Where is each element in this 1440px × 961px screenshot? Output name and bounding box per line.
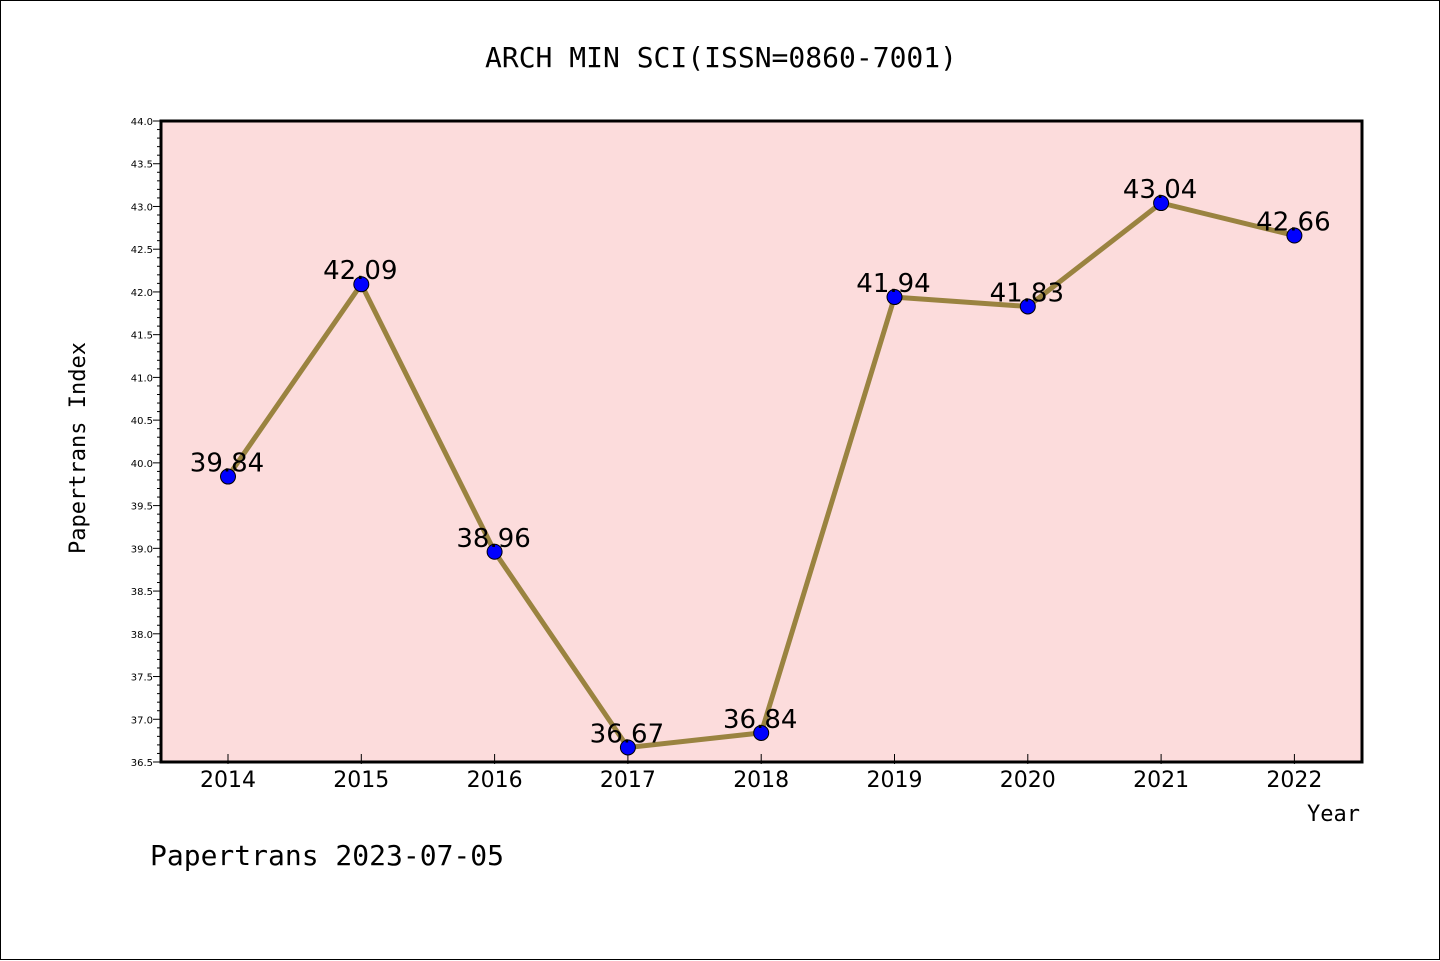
y-tick-label: 41.5 bbox=[131, 331, 153, 342]
y-tick-label: 42.5 bbox=[131, 245, 153, 256]
y-tick-label: 39.0 bbox=[131, 544, 153, 555]
chart-title: ARCH MIN SCI(ISSN=0860-7001) bbox=[485, 41, 957, 74]
y-tick-label: 37.0 bbox=[131, 715, 153, 726]
y-tick-label: 42.0 bbox=[131, 288, 153, 299]
x-tick-label: 2017 bbox=[600, 768, 656, 793]
data-label: 42.09 bbox=[323, 256, 397, 286]
data-label: 36.84 bbox=[723, 705, 797, 735]
data-point bbox=[353, 276, 370, 293]
x-tick-label: 2018 bbox=[733, 768, 789, 793]
data-label: 38.96 bbox=[456, 524, 530, 554]
x-axis-label: Year bbox=[1307, 802, 1360, 827]
x-tick-label: 2021 bbox=[1133, 768, 1189, 793]
y-tick-label: 38.5 bbox=[131, 587, 153, 598]
x-tick-label: 2015 bbox=[333, 768, 389, 793]
y-axis: 36.5 37.0 37.5 38.0 38.5 39.0 39.5 40.0 40.5 41.0… bbox=[131, 117, 161, 769]
y-tick-label: 40.0 bbox=[131, 459, 153, 470]
data-point bbox=[1153, 195, 1170, 212]
x-tick-label: 2019 bbox=[867, 768, 923, 793]
data-labels: 39.84 42.09 38.96 36.67 36.84 41.94 41.83 43.04… bbox=[190, 175, 1331, 749]
data-point bbox=[486, 543, 503, 560]
data-label: 39.84 bbox=[190, 449, 264, 479]
y-tick-label: 40.5 bbox=[131, 416, 153, 427]
x-tick-label: 2022 bbox=[1266, 768, 1322, 793]
y-tick-label: 36.5 bbox=[131, 758, 153, 769]
data-point bbox=[619, 739, 636, 756]
y-tick-label: 38.0 bbox=[131, 630, 153, 641]
x-axis: 2014 2015 2016 2017 2018 2019 2020 2021 2022 bbox=[200, 754, 1322, 793]
x-tick-label: 2014 bbox=[200, 768, 256, 793]
data-point bbox=[886, 289, 903, 306]
data-label: 42.66 bbox=[1256, 208, 1330, 238]
data-point bbox=[220, 468, 236, 485]
data-label: 41.94 bbox=[856, 269, 930, 299]
x-tick-label: 2016 bbox=[467, 768, 523, 793]
data-point bbox=[1019, 298, 1036, 315]
x-tick-label: 2020 bbox=[1000, 768, 1056, 793]
y-tick-label: 37.5 bbox=[131, 673, 153, 684]
series-line-group bbox=[220, 195, 1303, 756]
data-point bbox=[753, 724, 770, 741]
y-tick-label: 41.0 bbox=[131, 373, 153, 384]
y-tick-label: 39.5 bbox=[131, 502, 153, 513]
data-point bbox=[1286, 227, 1303, 244]
data-label: 43.04 bbox=[1123, 175, 1197, 205]
y-tick-label: 43.5 bbox=[131, 160, 153, 171]
y-axis-label: Papertrans Index bbox=[66, 342, 91, 554]
plot-area bbox=[159, 119, 1364, 764]
data-label: 36.67 bbox=[590, 719, 664, 749]
data-label: 41.83 bbox=[990, 278, 1064, 308]
y-tick-label: 44.0 bbox=[131, 117, 153, 128]
footer-date-stamp: Papertrans 2023-07-05 bbox=[150, 839, 504, 872]
y-tick-label: 43.0 bbox=[131, 202, 153, 213]
